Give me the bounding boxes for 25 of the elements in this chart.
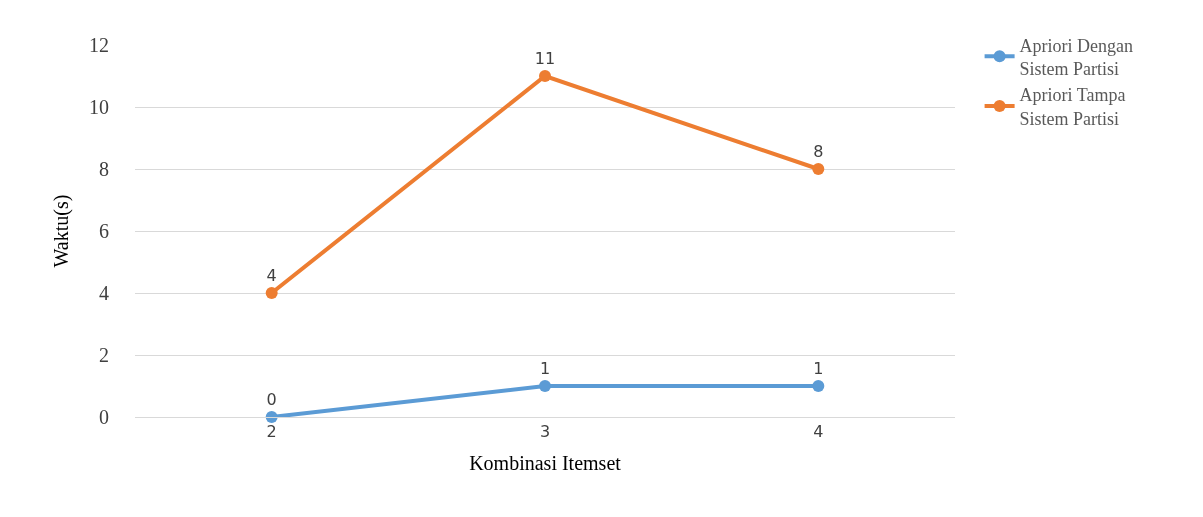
y-tick-label: 12 <box>89 34 109 56</box>
data-label: 0 <box>266 389 277 409</box>
y-tick-label: 6 <box>99 220 109 242</box>
y-tick-label: 0 <box>99 406 109 428</box>
x-axis-title: Kombinasi Itemset <box>469 451 622 474</box>
data-label: 1 <box>539 358 551 378</box>
point <box>812 380 825 392</box>
legend-label: Apriori Tampa Sistem Partisi <box>1019 85 1126 129</box>
point <box>539 70 551 82</box>
y-tick-label: 2 <box>99 344 109 366</box>
y-axis-title: Waktu(s) <box>49 194 73 268</box>
x-tick-label: 3 <box>539 422 551 442</box>
point <box>812 163 825 175</box>
data-label: 1 <box>813 358 824 378</box>
y-tick-label: 10 <box>89 96 109 118</box>
x-tick-label: 4 <box>813 422 824 442</box>
x-tick-label: 2 <box>266 422 277 442</box>
y-tick-label: 4 <box>99 282 109 304</box>
point <box>265 287 278 299</box>
data-label: 8 <box>813 141 824 161</box>
y-tick-label: 8 <box>99 158 109 180</box>
data-label: 11 <box>534 48 556 68</box>
data-label: 4 <box>266 265 277 285</box>
point <box>539 380 551 392</box>
legend-label: Apriori Dengan Sistem Partisi <box>1019 35 1134 80</box>
